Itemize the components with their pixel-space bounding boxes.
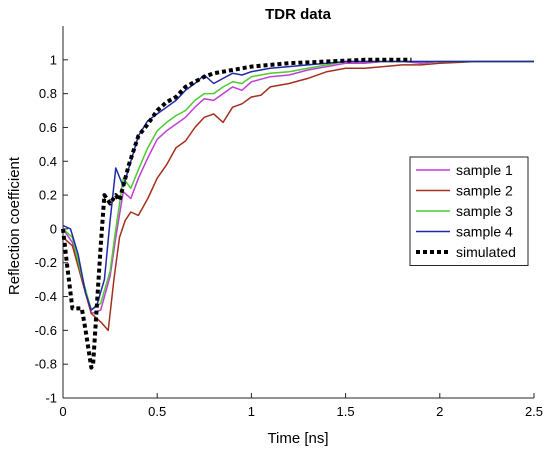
- y-tick-label: -0.8: [35, 357, 57, 372]
- x-tick-label: 1: [248, 404, 255, 419]
- y-tick-label: 0.4: [39, 154, 57, 169]
- x-tick-label: 0.5: [148, 404, 166, 419]
- y-tick-label: 0: [50, 221, 57, 236]
- y-tick-label: -0.4: [35, 289, 57, 304]
- legend-label: sample 3: [456, 203, 513, 219]
- series-line-5: [61, 57, 412, 370]
- y-axis-label: Reflection coefficient: [6, 156, 23, 295]
- x-tick-label: 2: [436, 404, 443, 419]
- series-line-2: [62, 60, 534, 332]
- plot-area: [61, 26, 534, 399]
- legend-label: simulated: [456, 244, 516, 260]
- x-axis: 0 0.5 1 1.5 2 2.5: [59, 393, 543, 419]
- x-tick-label: 2.5: [525, 404, 543, 419]
- y-tick-label: -1: [45, 391, 57, 406]
- chart-title: TDR data: [265, 6, 331, 23]
- legend-label: sample 4: [456, 224, 513, 240]
- y-tick-label: 0.2: [39, 188, 57, 203]
- x-tick-label: 0: [59, 404, 66, 419]
- y-tick-label: 0.6: [39, 120, 57, 135]
- y-tick-label: 1: [50, 52, 57, 67]
- y-tick-label: -0.6: [35, 323, 57, 338]
- legend: sample 1 sample 2 sample 3 sample 4 simulate…: [409, 156, 529, 266]
- legend-label: sample 1: [456, 162, 513, 178]
- series-line-1: [62, 60, 534, 315]
- y-tick-label: -0.2: [35, 255, 57, 270]
- y-tick-label: 0.8: [39, 86, 57, 101]
- legend-label: sample 2: [456, 183, 513, 199]
- y-axis: -1 -0.8 -0.6 -0.4 -0.2 0 0.2 0.4 0.6 0.8 1: [35, 52, 68, 406]
- x-axis-label: Time [ns]: [267, 430, 328, 447]
- x-tick-label: 1.5: [337, 404, 355, 419]
